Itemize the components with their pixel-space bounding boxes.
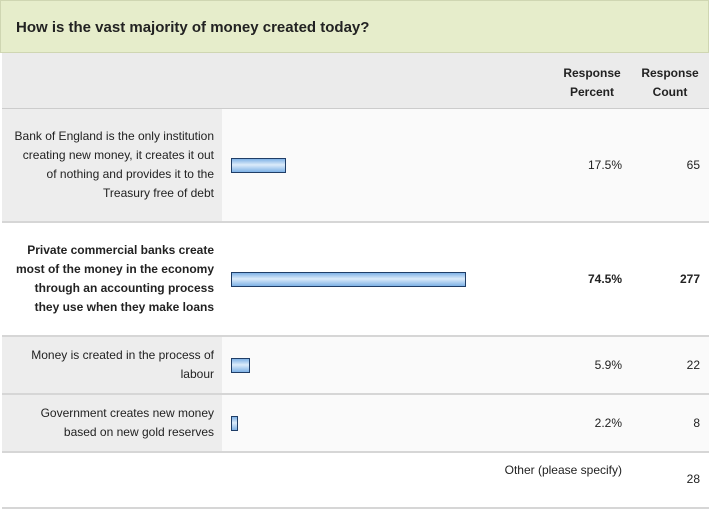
column-header: Response Percent — [563, 66, 621, 99]
response-percent: 5.9% — [594, 357, 622, 372]
answer-label: Money is created in the process of labou… — [31, 348, 214, 381]
answer-label: Bank of England is the only institution … — [14, 129, 214, 200]
response-percent: 74.5% — [587, 271, 622, 286]
answer-label: Private commercial banks create most of … — [15, 243, 214, 314]
response-count: 22 — [686, 357, 700, 372]
bar — [231, 415, 238, 431]
bar — [231, 271, 466, 287]
response-percent: 17.5% — [587, 157, 622, 172]
column-header: Response Count — [641, 66, 699, 99]
label-cell-bg — [2, 109, 222, 221]
label-cell-bg — [2, 337, 222, 393]
question-title: How is the vast majority of money create… — [0, 0, 709, 53]
response-count: 65 — [686, 157, 700, 172]
bar — [231, 157, 287, 173]
label-cell-bg — [2, 395, 222, 451]
other-label: Other (please specify) — [504, 463, 622, 477]
response-count: 8 — [693, 415, 700, 430]
answer-label: Government creates new money based on ne… — [40, 406, 214, 439]
other-row — [2, 453, 709, 509]
bar — [231, 357, 250, 373]
other-count: 28 — [686, 472, 700, 486]
label-cell-bg — [2, 223, 222, 335]
header-row — [2, 53, 709, 109]
response-count: 277 — [679, 271, 700, 286]
response-percent: 2.2% — [594, 415, 622, 430]
